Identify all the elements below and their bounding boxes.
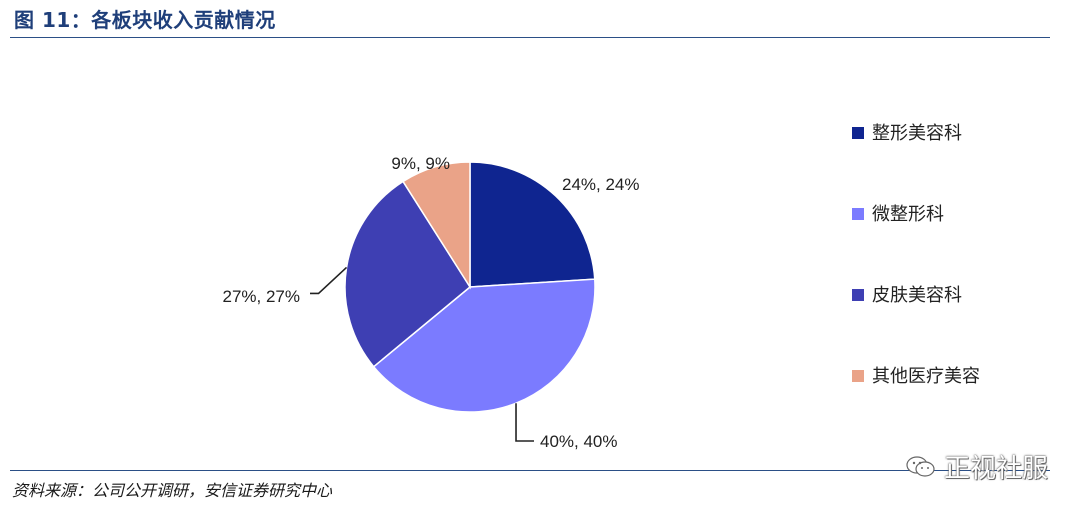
figure-title: 图 11：各板块收入贡献情况 [14,8,276,32]
pie-slice-3 [344,180,471,368]
pie-slices [344,161,596,413]
legend-swatch-2 [852,208,864,220]
slice-label-3: 27%, 27% [223,287,301,306]
leader-line-2 [515,403,534,442]
label-leaders [310,266,534,442]
legend-label-1: 整形美容科 [872,123,962,144]
bottom-rule [10,470,1050,471]
pie-slice-4 [401,161,471,290]
slice-label-4: 9%, 9% [391,154,450,173]
watermark: 正视社服 [906,448,1048,485]
legend-swatch-1 [852,127,864,139]
top-rule [10,37,1050,38]
slice-labels: 24%, 24% 40%, 40% 27%, 27% 9%, 9% [223,154,640,451]
watermark-text: 正视社服 [943,454,1048,484]
leader-line-3 [310,266,348,295]
legend-swatch-3 [852,289,864,301]
wechat-icon [906,455,936,479]
pie-slice-2 [372,278,596,413]
slice-label-2: 40%, 40% [540,432,618,451]
legend-swatch-4 [852,370,864,382]
legend-label-4: 其他医疗美容 [872,366,980,387]
legend-label-3: 皮肤美容科 [872,285,962,306]
pie-slice-1 [469,161,596,288]
legend-label-2: 微整形科 [872,204,944,225]
slice-label-1: 24%, 24% [562,175,640,194]
pie-chart: 24%, 24% 40%, 40% 27%, 27% 9%, 9% 整形美容科微整形科… [223,123,981,451]
source-note: 资料来源：公司公开调研，安信证券研究中心 [12,481,333,500]
